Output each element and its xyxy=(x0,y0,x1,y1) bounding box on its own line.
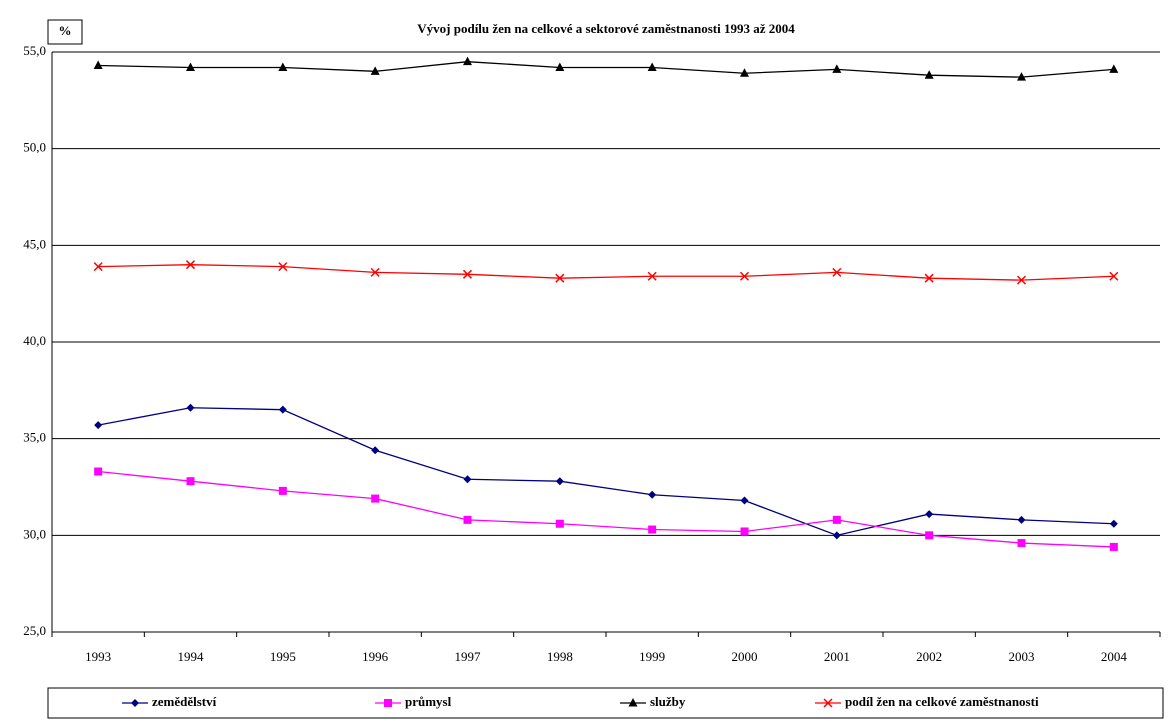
marker xyxy=(1109,64,1119,73)
marker xyxy=(648,525,657,534)
marker xyxy=(462,269,473,279)
marker xyxy=(823,698,833,708)
marker xyxy=(555,477,564,486)
series-line xyxy=(98,470,1114,548)
marker xyxy=(131,699,139,707)
marker xyxy=(384,699,392,707)
marker xyxy=(278,262,288,272)
marker xyxy=(278,62,288,71)
marker xyxy=(628,698,638,707)
marker xyxy=(278,486,287,495)
marker xyxy=(186,62,195,71)
x-tick-label: 2003 xyxy=(1009,649,1035,664)
marker xyxy=(555,273,565,283)
marker xyxy=(186,403,195,412)
marker xyxy=(371,446,380,455)
marker xyxy=(555,519,564,528)
marker xyxy=(1017,515,1026,524)
legend-label: průmysl xyxy=(405,694,452,709)
marker xyxy=(93,262,103,272)
x-tick-label: 1999 xyxy=(639,649,665,664)
series-line xyxy=(98,407,1114,537)
x-tick-label: 2001 xyxy=(824,649,850,664)
chart-title: Vývoj podílu žen na celkové a sektorové … xyxy=(417,21,795,36)
y-tick-label: 25,0 xyxy=(23,623,46,638)
x-tick-label: 2000 xyxy=(732,649,758,664)
y-tick-label: 55,0 xyxy=(23,43,46,58)
x-tick-label: 1996 xyxy=(362,649,389,664)
marker xyxy=(94,467,103,476)
marker xyxy=(739,271,750,281)
marker xyxy=(94,421,103,430)
x-tick-label: 1994 xyxy=(178,649,205,664)
x-tick-label: 2004 xyxy=(1101,649,1128,664)
marker xyxy=(1016,275,1027,285)
y-tick-label: 30,0 xyxy=(23,526,46,541)
y-tick-label: 50,0 xyxy=(23,140,46,155)
marker xyxy=(647,271,657,281)
x-tick-label: 1993 xyxy=(85,649,111,664)
marker xyxy=(1109,542,1118,551)
marker xyxy=(740,68,749,77)
marker xyxy=(740,496,749,505)
marker xyxy=(740,527,749,536)
marker xyxy=(925,531,934,540)
legend-box xyxy=(47,687,1164,719)
marker xyxy=(832,267,842,277)
marker xyxy=(924,273,934,283)
marker xyxy=(555,62,565,71)
marker xyxy=(648,490,657,499)
marker xyxy=(1109,519,1118,528)
marker xyxy=(370,267,380,277)
marker xyxy=(647,62,657,71)
y-tick-label: 45,0 xyxy=(23,236,46,251)
x-tick-label: 2002 xyxy=(916,649,942,664)
x-tick-label: 1998 xyxy=(547,649,573,664)
marker xyxy=(925,510,934,519)
marker xyxy=(832,64,842,73)
legend-label: zemědělství xyxy=(152,694,217,709)
y-label: % xyxy=(59,23,72,38)
marker xyxy=(370,66,380,75)
marker xyxy=(924,70,934,79)
marker xyxy=(1017,72,1026,81)
marker xyxy=(1109,271,1119,281)
marker xyxy=(463,56,472,66)
y-tick-label: 40,0 xyxy=(23,333,46,348)
series-line xyxy=(98,61,1114,78)
marker xyxy=(371,494,380,503)
legend-label: podíl žen na celkové zaměstnanosti xyxy=(845,694,1039,709)
marker xyxy=(93,60,103,70)
marker xyxy=(832,515,841,524)
marker xyxy=(463,475,472,484)
marker xyxy=(278,405,287,414)
marker xyxy=(1017,539,1026,548)
marker xyxy=(463,515,472,524)
marker xyxy=(832,531,841,540)
marker xyxy=(186,477,195,486)
x-tick-label: 1997 xyxy=(455,649,482,664)
marker xyxy=(185,260,196,270)
legend-label: služby xyxy=(650,694,686,709)
y-tick-label: 35,0 xyxy=(23,430,46,445)
y-label-box xyxy=(47,19,83,45)
series-line xyxy=(98,264,1114,281)
x-tick-label: 1995 xyxy=(270,649,296,664)
